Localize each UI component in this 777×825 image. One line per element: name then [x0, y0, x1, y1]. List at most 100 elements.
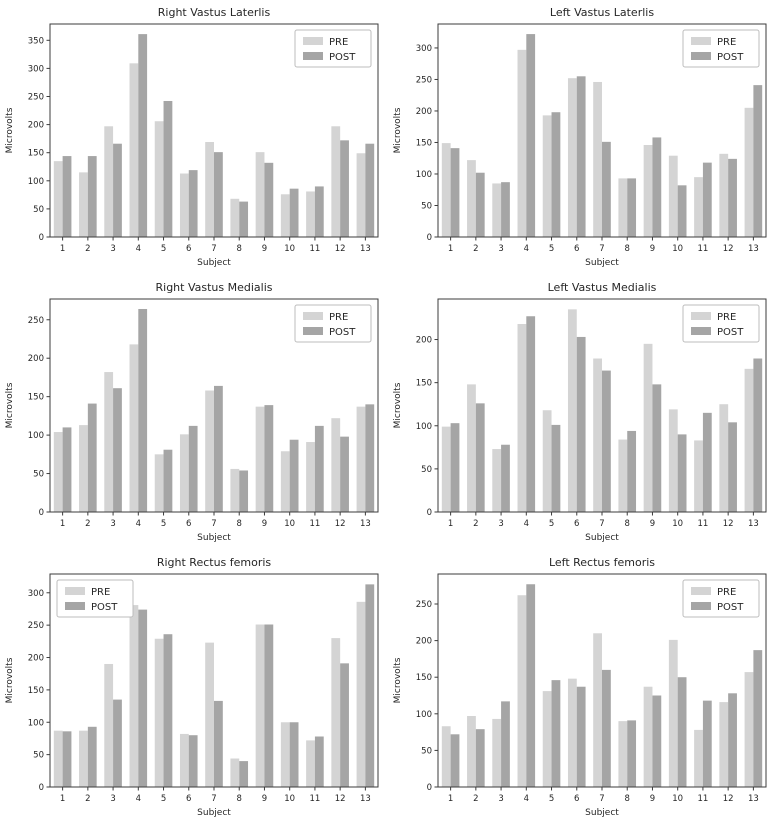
legend-label-post: POST — [717, 52, 744, 63]
bar-pre-subject-2 — [467, 384, 476, 512]
bar-pre-subject-12 — [331, 126, 341, 237]
legend-swatch-pre — [303, 312, 323, 320]
x-tick-label: 11 — [698, 519, 709, 529]
bar-post-subject-5 — [163, 449, 173, 512]
x-tick-label: 6 — [574, 794, 579, 804]
bar-pre-subject-10 — [280, 194, 290, 237]
y-tick-label: 0 — [427, 783, 432, 793]
legend-swatch-pre — [65, 587, 85, 595]
x-tick-label: 11 — [310, 519, 321, 529]
x-tick-label: 13 — [748, 244, 759, 254]
bar-post-subject-3 — [501, 444, 510, 512]
y-tick-label: 250 — [416, 75, 432, 85]
y-tick-label: 100 — [28, 431, 44, 441]
bar-post-subject-13 — [365, 143, 375, 237]
bar-pre-subject-5 — [154, 454, 164, 512]
legend-label-pre: PRE — [91, 587, 110, 598]
x-tick-label: 11 — [310, 794, 321, 804]
bar-post-subject-4 — [526, 584, 536, 787]
bar-post-subject-10 — [289, 439, 299, 512]
x-tick-label: 2 — [85, 244, 90, 254]
bar-pre-subject-1 — [441, 426, 451, 512]
bar-post-subject-9 — [264, 162, 274, 237]
bar-post-subject-6 — [188, 735, 198, 787]
bar-pre-subject-7 — [593, 81, 602, 237]
bar-pre-subject-8 — [230, 758, 240, 787]
x-tick-label: 6 — [186, 794, 191, 804]
bar-post-subject-7 — [602, 141, 611, 237]
legend-swatch-post — [303, 52, 323, 60]
bar-pre-subject-10 — [280, 451, 290, 512]
bar-pre-subject-4 — [129, 63, 139, 238]
bar-pre-subject-11 — [306, 191, 315, 237]
y-axis-label: Microvolts — [5, 382, 15, 428]
bar-post-subject-2 — [475, 172, 485, 237]
y-tick-label: 200 — [28, 121, 44, 131]
legend-swatch-post — [65, 602, 85, 610]
legend-swatch-post — [691, 602, 711, 610]
x-tick-label: 6 — [574, 519, 579, 529]
bar-pre-subject-1 — [53, 730, 63, 787]
x-tick-label: 3 — [498, 794, 503, 804]
y-tick-label: 50 — [33, 470, 44, 480]
bar-post-subject-12 — [340, 140, 349, 237]
chart-left-vastus-laterlis: 1 2 3 4 5 6 7 8 9 10 11 12 13 0 50 100 150 200 250 300 Left … — [388, 0, 776, 275]
bar-pre-subject-4 — [129, 344, 139, 512]
x-tick-label: 12 — [335, 794, 346, 804]
bar-post-subject-2 — [475, 403, 485, 512]
bar-pre-subject-7 — [205, 390, 214, 512]
x-tick-label: 7 — [211, 519, 216, 529]
y-tick-label: 200 — [416, 107, 432, 117]
bar-pre-subject-2 — [79, 425, 88, 512]
legend-label-post: POST — [91, 602, 118, 613]
legend-swatch-pre — [691, 587, 711, 595]
bar-post-subject-12 — [728, 158, 737, 237]
bar-post-subject-3 — [113, 143, 122, 237]
x-tick-label: 4 — [136, 244, 141, 254]
x-tick-label: 3 — [498, 519, 503, 529]
bar-post-subject-7 — [602, 669, 611, 787]
bar-post-subject-5 — [551, 424, 561, 512]
y-axis-label: Microvolts — [393, 657, 403, 703]
x-tick-label: 5 — [549, 244, 554, 254]
x-tick-label: 1 — [448, 244, 453, 254]
bar-post-subject-10 — [289, 722, 299, 787]
bar-post-subject-6 — [576, 336, 586, 512]
chart-title: Right Vastus Medialis — [156, 281, 273, 294]
x-tick-label: 1 — [60, 244, 65, 254]
y-tick-label: 150 — [28, 149, 44, 159]
y-tick-label: 300 — [416, 44, 432, 54]
x-tick-label: 9 — [262, 244, 267, 254]
plot-border — [49, 573, 379, 788]
bar-post-subject-4 — [526, 316, 536, 512]
bar-post-subject-9 — [264, 405, 274, 512]
x-tick-label: 2 — [85, 794, 90, 804]
y-tick-label: 50 — [33, 751, 44, 761]
legend-swatch-post — [691, 52, 711, 60]
x-tick-label: 6 — [186, 519, 191, 529]
x-axis-label: Subject — [197, 808, 231, 818]
bar-pre-subject-1 — [441, 143, 451, 237]
y-axis-label: Microvolts — [393, 107, 403, 153]
x-tick-label: 13 — [748, 794, 759, 804]
legend-label-post: POST — [329, 52, 356, 63]
bar-pre-subject-5 — [154, 121, 164, 237]
chart-right-vastus-medialis: 1 2 3 4 5 6 7 8 9 10 11 12 13 0 50 100 150 200 250 Right Va… — [0, 275, 388, 550]
bar-post-subject-11 — [314, 425, 324, 512]
bar-pre-subject-13 — [744, 672, 754, 787]
plot-border — [437, 23, 767, 238]
plot-border — [49, 298, 379, 513]
bar-post-subject-4 — [138, 308, 148, 512]
x-tick-label: 9 — [650, 794, 655, 804]
y-tick-label: 100 — [416, 422, 432, 432]
chart-svg: 1 2 3 4 5 6 7 8 9 10 11 12 13050100150200250300Right… — [0, 550, 388, 825]
y-tick-label: 200 — [28, 354, 44, 364]
legend-label-pre: PRE — [717, 587, 736, 598]
bar-post-subject-12 — [728, 693, 737, 787]
y-axis-label: Microvolts — [5, 657, 15, 703]
bar-post-subject-1 — [450, 734, 460, 787]
bar-pre-subject-9 — [643, 144, 653, 237]
bar-pre-subject-13 — [744, 368, 754, 512]
bar-post-subject-7 — [214, 700, 223, 787]
